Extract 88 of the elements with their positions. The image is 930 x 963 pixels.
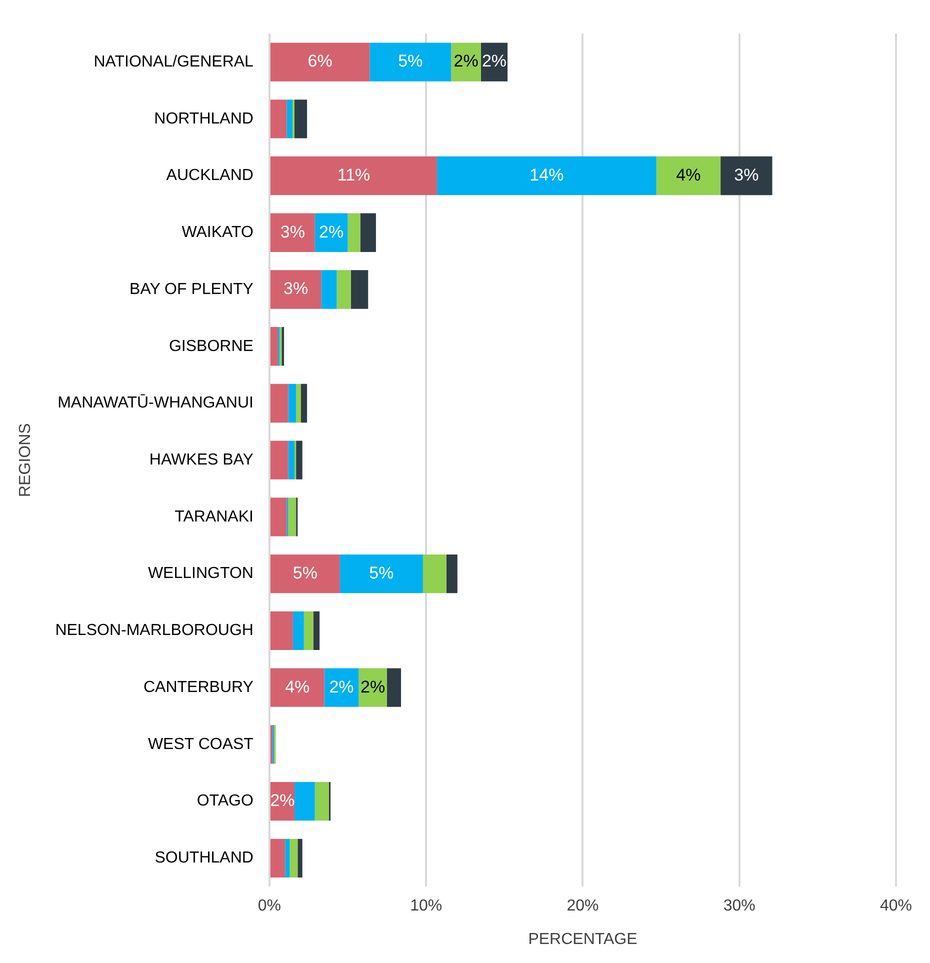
y-tick-label: OTAGO [196, 792, 254, 810]
bar [360, 213, 376, 252]
bar [358, 668, 387, 707]
bar [270, 440, 288, 480]
bar [321, 270, 337, 309]
x-tick-label: 30% [723, 898, 756, 915]
bar [270, 100, 287, 138]
bar [270, 156, 438, 196]
bar [313, 611, 320, 650]
data-label: 2% [270, 790, 295, 810]
bar [304, 611, 314, 650]
bar [282, 327, 284, 366]
bar [314, 213, 348, 252]
bar [270, 384, 288, 423]
bar [437, 156, 656, 196]
data-label: 3% [734, 165, 759, 184]
data-label: 2% [360, 677, 386, 696]
data-label: 2% [319, 222, 344, 242]
bar [288, 440, 295, 480]
y-tick-label: NATIONAL/GENERAL [94, 53, 254, 70]
bar [296, 440, 302, 480]
bar [290, 838, 298, 878]
data-label: 5% [369, 564, 394, 583]
bar [286, 100, 292, 138]
bar [270, 611, 293, 650]
bar [296, 384, 301, 423]
y-tick-label: WEST COAST [148, 736, 254, 753]
data-label: 4% [285, 677, 310, 696]
bar [340, 554, 423, 594]
y-tick-label: GISBORNE [168, 338, 254, 355]
bar [270, 498, 287, 536]
bar [370, 42, 452, 82]
y-tick-label: WELLINGTON [148, 565, 254, 582]
bar [270, 213, 315, 252]
x-axis-title: PERCENTAGE [528, 930, 638, 948]
bar [298, 838, 302, 878]
bar [348, 213, 360, 252]
bar [386, 668, 402, 707]
bar [270, 327, 278, 366]
bar [292, 611, 304, 650]
bar [294, 100, 308, 138]
data-label: 2% [454, 52, 478, 71]
data-label: 5% [398, 52, 423, 71]
bar [270, 554, 340, 594]
bar [288, 384, 296, 423]
bar [300, 384, 308, 423]
y-tick-label: NORTHLAND [154, 110, 254, 128]
y-tick-label: MANAWATŪ-WHANGANUI [58, 394, 254, 412]
bar [350, 270, 368, 309]
bar [270, 838, 286, 878]
x-tick-label: 0% [258, 898, 282, 915]
data-label: 4% [676, 165, 701, 184]
bar [446, 554, 458, 594]
x-tick-label: 20% [566, 898, 599, 915]
y-axis-title: REGIONS [17, 423, 34, 497]
y-tick-label: HAWKES BAY [149, 452, 254, 469]
bar [270, 668, 324, 707]
data-label: 3% [284, 279, 308, 298]
y-tick-label: AUCKLAND [166, 167, 254, 184]
bar [270, 725, 273, 764]
y-tick-label: NELSON-MARLBOROUGH [55, 622, 254, 640]
data-label: 6% [308, 52, 332, 71]
y-tick-label: TARANAKI [174, 508, 254, 526]
data-label: 14% [530, 165, 564, 184]
bar [336, 270, 351, 309]
bar [288, 498, 296, 536]
y-tick-label: CANTERBURY [143, 678, 254, 696]
data-label: 2% [482, 52, 507, 71]
data-label: 5% [292, 564, 318, 583]
bar [294, 782, 315, 821]
data-label: 11% [337, 165, 370, 184]
x-tick-label: 40% [880, 898, 912, 915]
y-tick-label: WAIKATO [182, 224, 254, 242]
bar [314, 782, 329, 821]
bar [422, 554, 446, 594]
bar [656, 156, 721, 196]
bar [324, 668, 359, 707]
y-tick-label: BAY OF PLENTY [130, 280, 254, 298]
data-label: 3% [280, 222, 305, 242]
bar [285, 838, 290, 878]
y-tick-label: SOUTHLAND [154, 850, 254, 867]
bar [270, 42, 370, 82]
bar [292, 100, 295, 138]
x-tick-label: 10% [410, 898, 442, 915]
bar [270, 270, 322, 309]
bar [720, 156, 772, 196]
bar [451, 42, 481, 82]
data-label: 2% [329, 677, 354, 696]
